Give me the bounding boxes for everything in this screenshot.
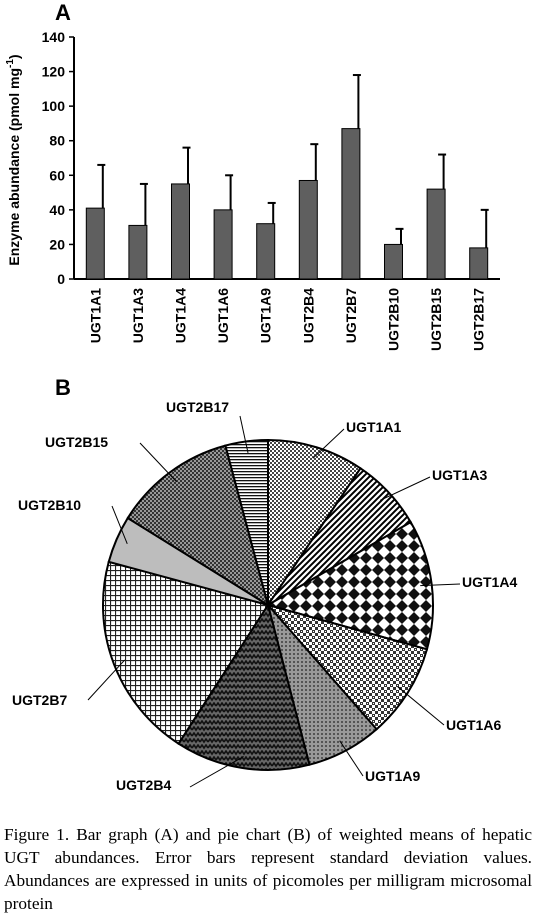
y-tick-label: 120: [42, 64, 66, 80]
bar-ugt1a1: [85, 207, 105, 280]
x-tick-label: UGT2B10: [386, 288, 402, 351]
bar-ugt2b7: [341, 128, 361, 280]
x-tick-label: UGT2B7: [343, 288, 359, 343]
x-tick-label: UGT2B17: [471, 288, 487, 351]
pie-leader-ugt2b10: [111, 505, 128, 545]
bar-ugt1a3: [128, 224, 148, 280]
x-tick-label: UGT1A1: [87, 288, 103, 343]
pie-leader-ugt1a1: [312, 428, 345, 459]
bar-ugt2b4: [298, 179, 318, 280]
pie-label-ugt1a3: UGT1A3: [432, 467, 487, 483]
pie-label-ugt2b7: UGT2B7: [12, 692, 67, 708]
pie-slice-ugt1a6: [265, 603, 429, 731]
bar-ugt2b15: [426, 188, 446, 280]
pie-leader-ugt1a9: [339, 740, 364, 777]
pie-label-ugt2b15: UGT2B15: [45, 434, 108, 450]
x-tick-label: UGT1A4: [173, 288, 189, 343]
pie-chart: UGT1A1 UGT1A3 UGT1A4 UGT1A6 UGT1A9 UGT2B4 UGT2…: [12, 399, 517, 793]
bar-ugt1a4: [171, 183, 190, 280]
bar-ugt1a6: [213, 209, 233, 280]
pie-slice-ugt2b4: [177, 602, 311, 772]
pie-label-ugt1a9: UGT1A9: [365, 768, 420, 784]
x-tick-label: UGT1A9: [258, 288, 274, 343]
y-tick-label: 20: [49, 236, 65, 252]
y-tick-label: 40: [49, 202, 65, 218]
pie-label-ugt1a4: UGT1A4: [462, 574, 517, 590]
pie-label-ugt2b10: UGT2B10: [18, 497, 81, 513]
x-tick-label: UGT1A3: [130, 288, 146, 343]
pie-slice-ugt1a4: [265, 520, 434, 651]
pie-label-ugt1a1: UGT1A1: [346, 419, 401, 435]
pie-slice-ugt2b17: [224, 438, 269, 606]
pie-label-ugt2b17: UGT2B17: [166, 399, 229, 415]
x-tick-label: UGT2B15: [428, 288, 444, 351]
y-tick-label: 140: [42, 29, 66, 45]
pie-label-ugt2b4: UGT2B4: [116, 777, 171, 793]
pie-leader-ugt2b4: [189, 756, 244, 788]
x-tick-label: UGT1A6: [215, 288, 231, 343]
panel-b-label: B: [55, 375, 71, 400]
pie-slice-ugt2b7: [102, 560, 270, 746]
y-tick-label: 80: [49, 133, 65, 149]
y-tick-label: 0: [57, 271, 65, 287]
pie-leader-ugt1a4: [420, 583, 461, 587]
bar-ugt2b17: [469, 247, 489, 280]
pie-slice-ugt1a1: [267, 438, 362, 609]
panel-a-label: A: [55, 0, 71, 25]
pie-leader-ugt1a3: [379, 476, 431, 501]
pie-leader-ugt2b7: [87, 659, 126, 701]
pie-leader-ugt2b15: [139, 442, 177, 483]
x-tick-label: UGT2B4: [300, 288, 316, 343]
y-axis-label: Enzyme abundance (pmol mg-1): [5, 54, 22, 265]
bar-ugt2b10: [384, 243, 403, 280]
y-tick-label: 60: [49, 167, 65, 183]
bar-chart: 0 20 40 60 80 100 120 140 Enzyme abundance (pmol…: [5, 29, 500, 351]
y-tick-label: 100: [42, 98, 66, 114]
figure-caption: Figure 1. Bar graph (A) and pie chart (B…: [4, 825, 532, 913]
bar-ugt1a9: [256, 223, 276, 280]
pie-slice-ugt2b15: [126, 444, 270, 608]
pie-leader-ugt2b17: [239, 415, 249, 453]
figure-chart: A B 0 20 40 60 80 100 120 140 Enzyme abundance (…: [5, 0, 517, 793]
pie-label-ugt1a6: UGT1A6: [446, 717, 501, 733]
pie-leader-ugt1a6: [397, 686, 445, 726]
